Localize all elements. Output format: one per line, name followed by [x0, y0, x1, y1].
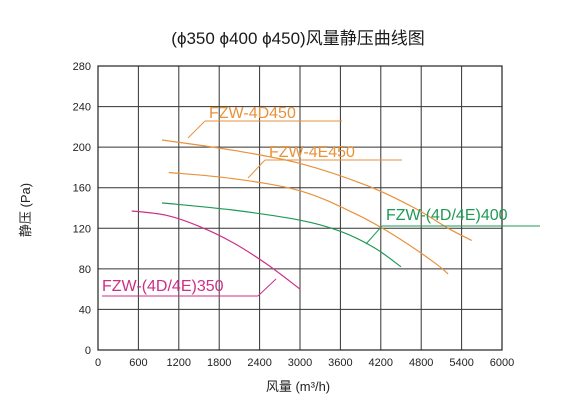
y-tick-label: 0 — [85, 345, 91, 357]
x-tick-label: 3600 — [328, 357, 352, 369]
y-tick-label: 80 — [79, 264, 91, 276]
series-line-fzw-4d450 — [161, 139, 472, 242]
x-tick-label: 6000 — [490, 357, 514, 369]
y-tick-label: 240 — [73, 102, 91, 114]
x-tick-label: 4800 — [409, 357, 433, 369]
annotation-leader — [257, 278, 277, 297]
annotation-label: FZW-4E450 — [269, 144, 355, 161]
series-lines — [131, 139, 472, 290]
x-axis-label: 风量 (m³/h) — [266, 379, 330, 394]
x-tick-label: 1800 — [207, 357, 231, 369]
x-tick-label: 2400 — [247, 357, 271, 369]
annotation-label: FZW-(4D/4E)350 — [102, 278, 224, 295]
annotation-leader — [365, 225, 383, 245]
x-tick-label: 0 — [95, 357, 101, 369]
x-tick-label: 4200 — [369, 357, 393, 369]
annotation-label: FZW-4D450 — [209, 105, 296, 122]
plot-frame — [97, 65, 503, 351]
annotation-fzw-400: FZW-(4D/4E)400 — [365, 207, 540, 245]
x-tick-label: 5400 — [449, 357, 473, 369]
y-tick-labels: 0 40 80 120 160 200 240 280 — [73, 61, 91, 357]
annotation-fzw-350: FZW-(4D/4E)350 — [102, 278, 277, 297]
x-tick-label: 1200 — [167, 357, 191, 369]
annotation-leader — [247, 159, 266, 179]
series-line-fzw-4d-4e-400 — [161, 202, 402, 268]
annotation-fzw-4d450: FZW-4D450 — [187, 105, 342, 139]
y-tick-label: 40 — [79, 304, 91, 316]
x-tick-labels: 0 600 1200 1800 2400 3000 3600 4200 4800 5400 6000 — [95, 357, 514, 369]
series-line-fzw-4d-4e-350 — [131, 210, 301, 290]
x-tick-label: 600 — [129, 357, 147, 369]
y-tick-label: 280 — [73, 61, 91, 73]
annotation-leader — [187, 120, 206, 139]
y-tick-label: 200 — [73, 142, 91, 154]
x-tick-label: 3000 — [288, 357, 312, 369]
annotation-label: FZW-(4D/4E)400 — [386, 207, 508, 224]
chart-title: (ϕ350 ϕ400 ϕ450)风量静压曲线图 — [171, 29, 424, 48]
y-tick-label: 120 — [73, 223, 91, 235]
y-axis-label: 静压 (Pa) — [18, 183, 33, 237]
annotation-fzw-4e450: FZW-4E450 — [247, 144, 402, 179]
y-tick-label: 160 — [73, 183, 91, 195]
series-line-fzw-4e450 — [168, 171, 449, 275]
